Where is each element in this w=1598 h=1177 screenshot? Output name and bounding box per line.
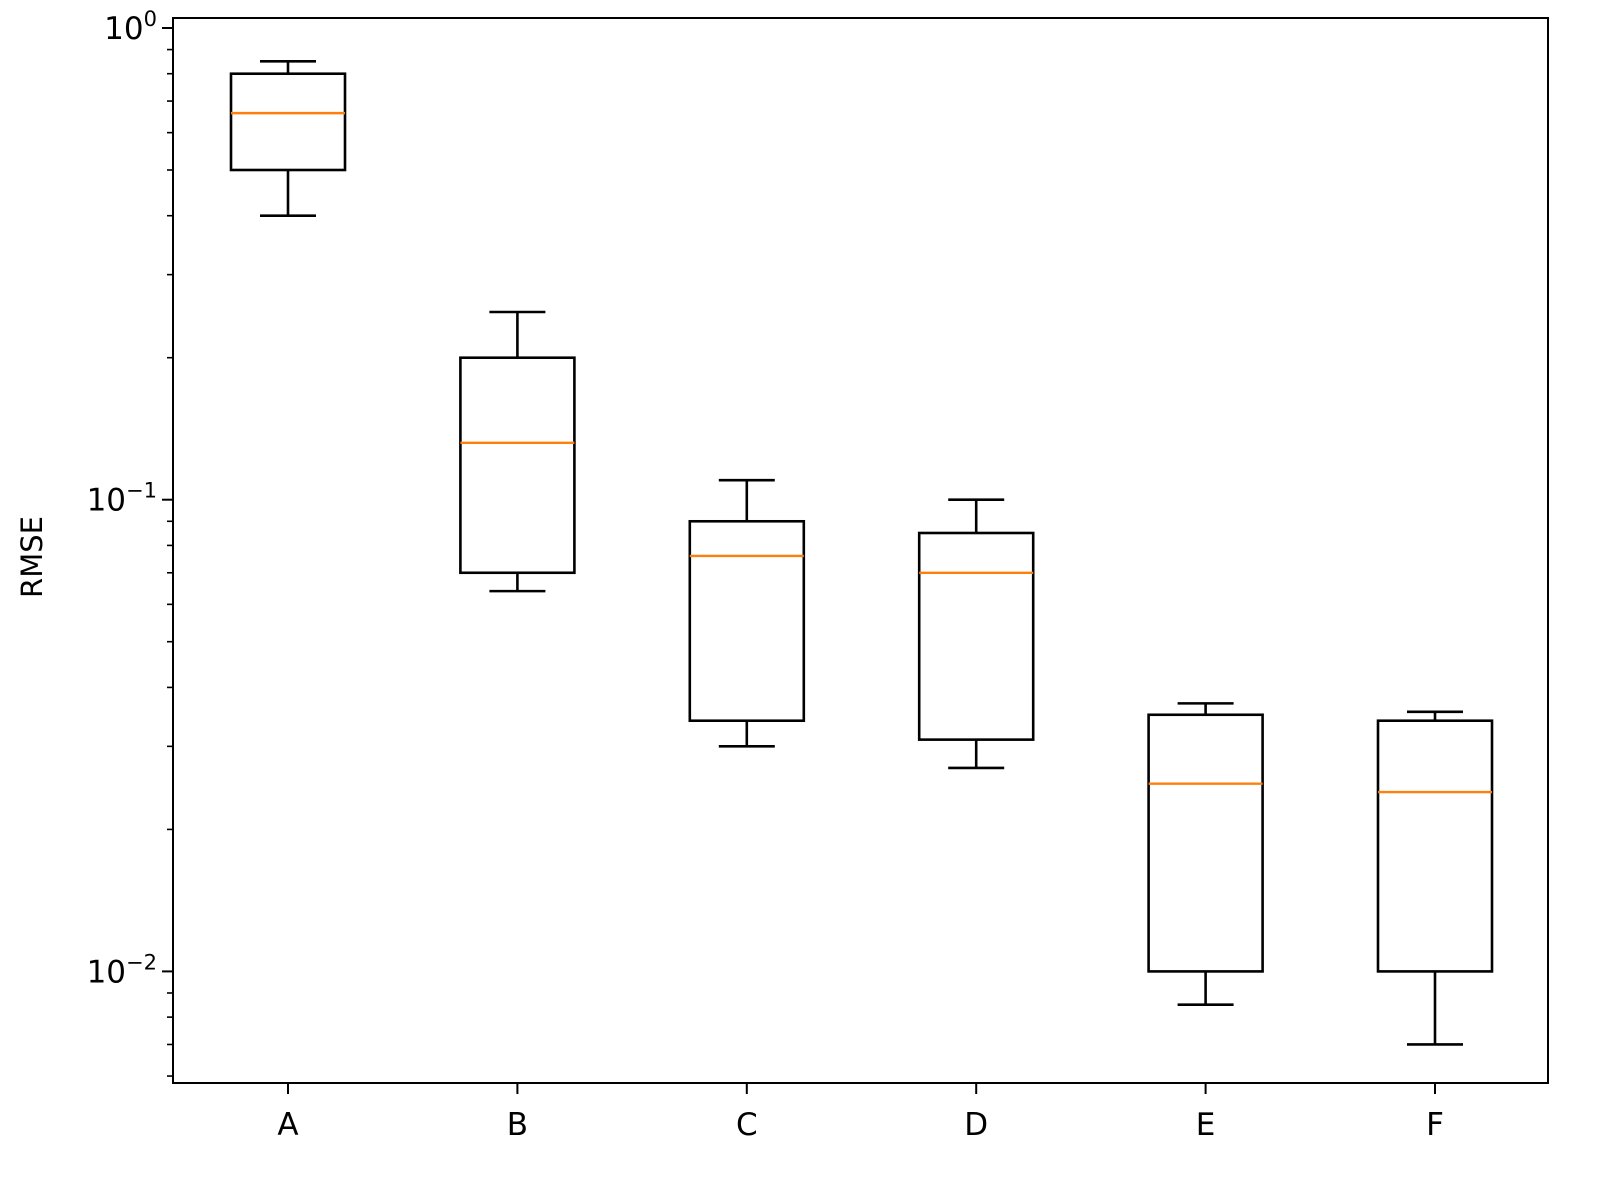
x-tick-label-F: F <box>1426 1107 1444 1143</box>
box-D <box>917 498 1035 770</box>
box-iqr <box>1147 713 1264 973</box>
y-tick-label: 100 <box>104 7 157 47</box>
x-tick-label-E: E <box>1196 1107 1216 1143</box>
box-iqr <box>688 519 806 723</box>
box-iqr <box>917 531 1035 741</box>
box-F <box>1376 710 1494 1046</box>
box-B <box>459 310 576 593</box>
box-iqr <box>459 356 576 575</box>
x-tick-label-C: C <box>736 1107 758 1143</box>
x-tick-label-B: B <box>507 1107 528 1143</box>
box-E <box>1147 702 1264 1007</box>
y-axis-label: RMSE <box>15 516 49 598</box>
axes-frame <box>172 17 1549 1084</box>
plot-area: 100 10−1 10−2 A B C D E F <box>87 7 1549 1143</box>
box-iqr <box>229 72 347 172</box>
y-tick-label: 10−2 <box>87 950 157 990</box>
y-tick-label: 10−1 <box>87 479 157 519</box>
box-C <box>688 478 806 748</box>
box-iqr <box>1376 719 1494 973</box>
x-tick-label-A: A <box>277 1107 298 1143</box>
box-A <box>229 59 347 218</box>
x-tick-label-D: D <box>964 1107 988 1143</box>
